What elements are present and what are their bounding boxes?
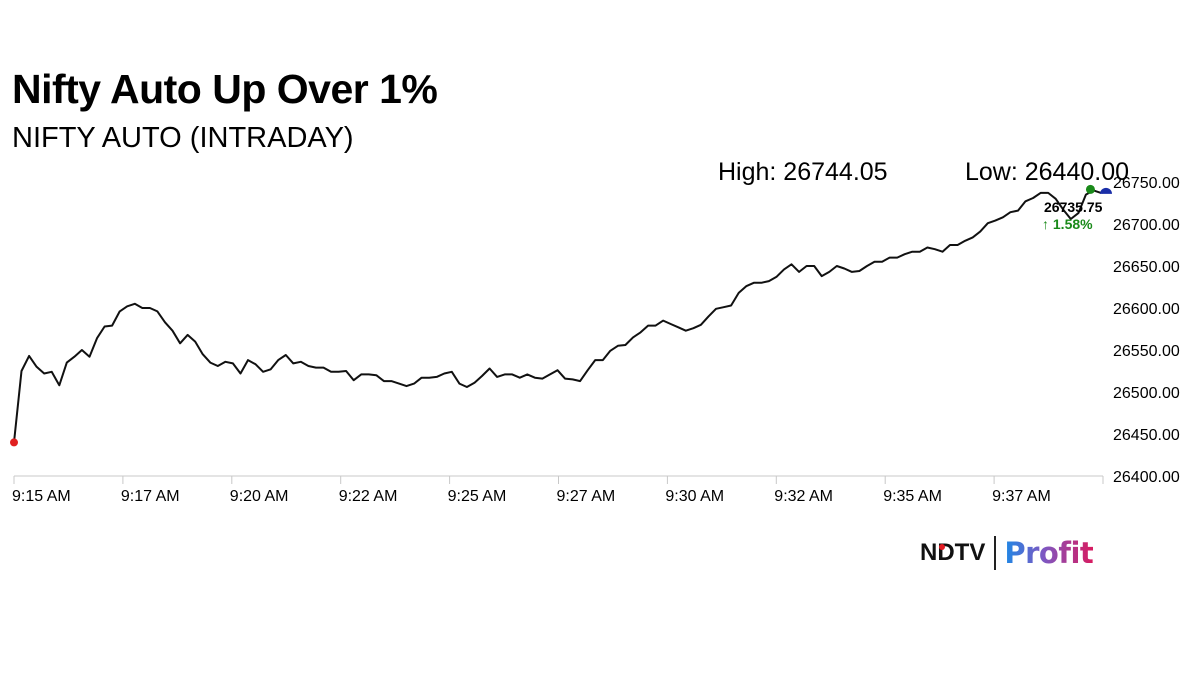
y-tick-label: 26650.00 [1113, 259, 1180, 276]
chart-headline: Nifty Auto Up Over 1% [12, 66, 438, 112]
high-point-marker [1085, 184, 1095, 194]
logo-divider [994, 536, 997, 570]
y-tick-label: 26750.00 [1113, 175, 1180, 192]
ndtv-profit-logo: NDTV Profit [920, 533, 1094, 573]
brand-ndtv: NDTV [920, 539, 986, 566]
low-point-marker [10, 438, 18, 447]
brand-profit: Profit [1004, 536, 1094, 570]
y-tick-label: 26500.00 [1113, 385, 1180, 402]
x-tick-label: 9:27 AM [557, 488, 616, 505]
x-tick-label: 9:30 AM [665, 488, 724, 505]
x-tick-label: 9:25 AM [448, 488, 507, 505]
y-tick-label: 26400.00 [1113, 469, 1180, 486]
change-percent-label: ↑ 1.58% [1042, 216, 1093, 232]
x-tick-label: 9:32 AM [774, 488, 833, 505]
x-tick-label: 9:35 AM [883, 488, 942, 505]
price-series-line [13, 189, 1102, 443]
y-tick-label: 26600.00 [1113, 301, 1180, 318]
x-tick-label: 9:22 AM [339, 488, 398, 505]
y-tick-label: 26550.00 [1113, 343, 1180, 360]
y-tick-label: 26450.00 [1113, 427, 1180, 444]
x-tick-label: 9:37 AM [992, 488, 1051, 505]
last-point-marker [1100, 187, 1112, 194]
x-tick-label: 9:20 AM [230, 488, 289, 505]
x-tick-label: 9:17 AM [121, 488, 180, 505]
last-value-label: 26735.75 [1044, 199, 1103, 215]
high-stat: High: 26744.05 [718, 158, 888, 186]
low-stat: Low: 26440.00 [965, 158, 1130, 186]
chart-subtitle: NIFTY AUTO (INTRADAY) [12, 122, 354, 154]
y-tick-label: 26700.00 [1113, 217, 1180, 234]
logo-dot-icon [939, 544, 945, 550]
x-tick-label: 9:15 AM [12, 488, 71, 505]
